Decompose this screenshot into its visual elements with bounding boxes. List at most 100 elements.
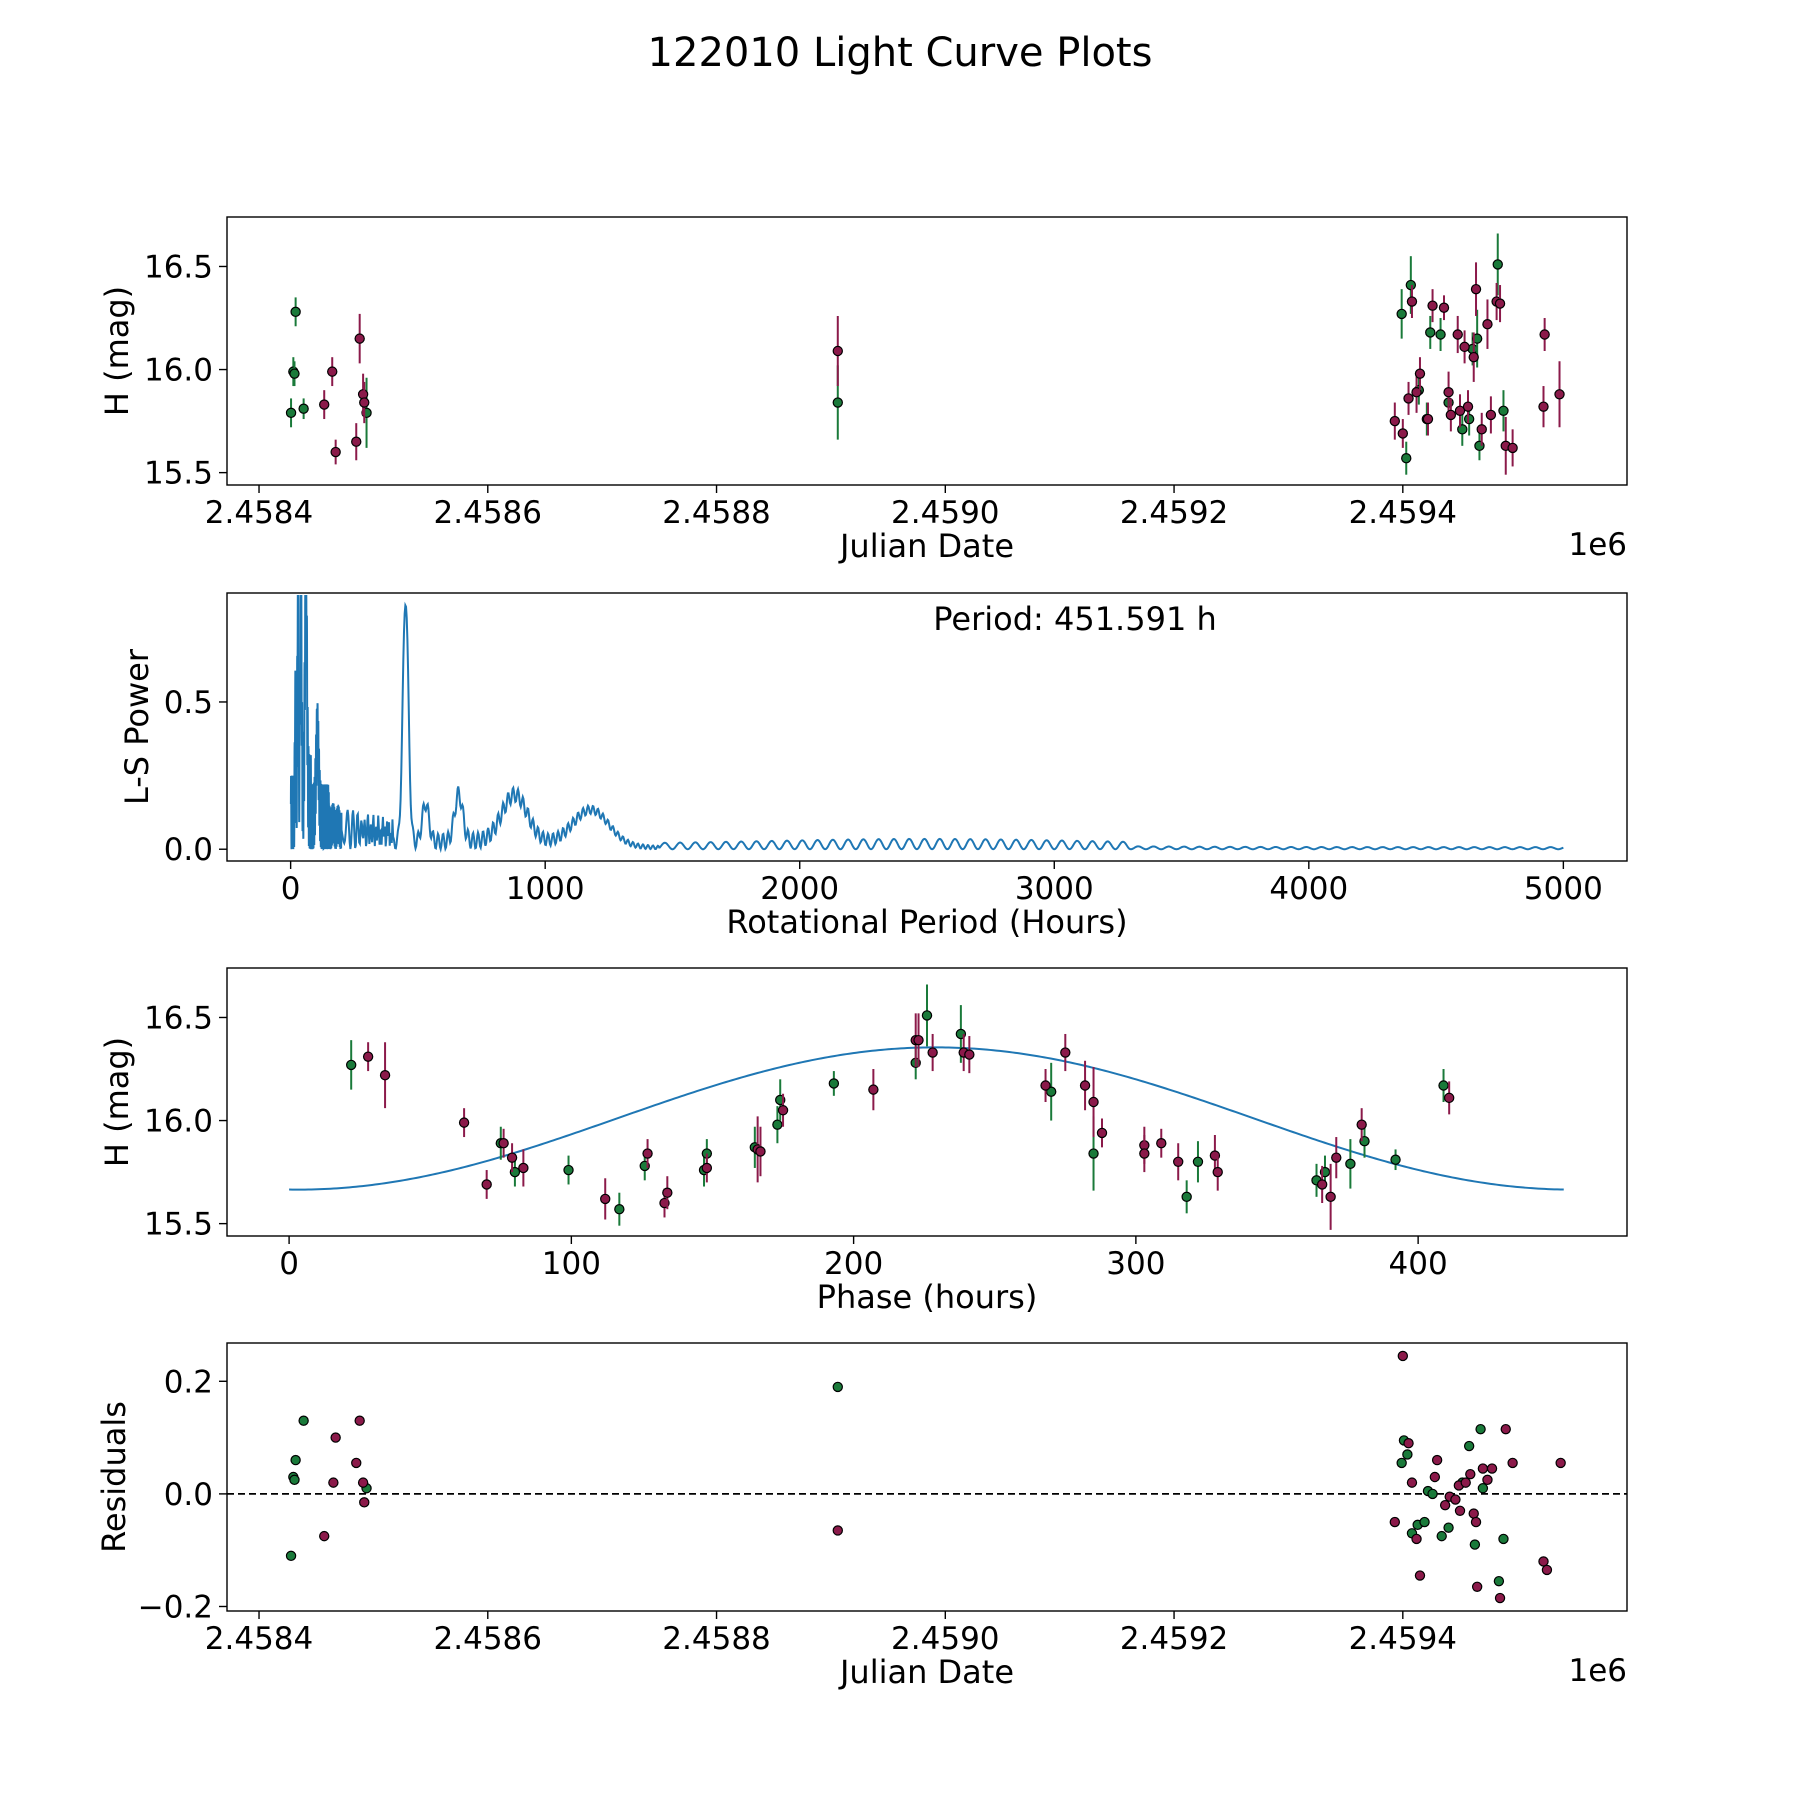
phased-point-maroon <box>1096 1127 1108 1139</box>
phased-ytick-label: 15.5 <box>144 1207 213 1243</box>
residuals-point-maroon <box>319 1530 330 1542</box>
phased-point-green <box>1181 1191 1192 1203</box>
lightcurve-point-green <box>1463 413 1475 425</box>
residuals-marks <box>227 1350 1627 1604</box>
residuals-point-maroon <box>351 1457 362 1469</box>
lightcurve-xtick-label: 2.4588 <box>662 495 770 531</box>
residuals-point-maroon <box>1450 1494 1461 1505</box>
residuals-offset-label: 1e6 <box>1568 1653 1627 1689</box>
lightcurve-point-green <box>1425 327 1436 338</box>
residuals-point-maroon <box>1403 1438 1414 1449</box>
residuals-point-maroon <box>1500 1423 1511 1435</box>
phased-point-maroon <box>481 1179 492 1190</box>
periodogram-xtick-label: 1000 <box>506 871 585 907</box>
phased-point-maroon <box>1331 1152 1342 1163</box>
phased-point-maroon <box>362 1051 374 1062</box>
periodogram-axes: 0 1000 2000 3000 4000 5000 0.0 0.5 Period: 451.… <box>118 592 1628 941</box>
residuals-point-maroon <box>1538 1556 1549 1567</box>
residuals-ticks: 2.4584 2.4586 2.4588 2.4590 2.4592 2.4594 −0.2… <box>138 1364 1457 1657</box>
periodogram-line <box>289 594 1564 854</box>
phased-point-green <box>1345 1158 1356 1170</box>
residuals-point-maroon <box>1414 1570 1426 1581</box>
lightcurve-point-green <box>1492 259 1503 270</box>
phased-point-maroon <box>379 1069 391 1081</box>
periodogram-xlabel: Rotational Period (Hours) <box>726 903 1127 941</box>
periodogram-ylabel: L-S Power <box>118 648 156 805</box>
phased-xtick-label: 300 <box>1106 1246 1165 1282</box>
phased-ytick-label: 16.5 <box>144 1000 213 1036</box>
phased-point-green <box>921 1010 933 1021</box>
residuals-point-maroon <box>1494 1592 1506 1604</box>
residuals-ylabel: Residuals <box>95 1401 133 1553</box>
lightcurve-point-maroon <box>319 399 330 410</box>
figure-title: 122010 Light Curve Plots <box>648 30 1153 76</box>
periodogram-marks <box>289 594 1564 854</box>
phased-frame <box>226 967 1628 1237</box>
residuals-frame <box>226 1342 1628 1612</box>
residuals-point-green <box>1475 1423 1486 1435</box>
lightcurve-ytick-label: 16.5 <box>144 249 213 285</box>
phased-point-maroon <box>458 1117 470 1128</box>
periodogram-xtick-label: 5000 <box>1524 871 1603 907</box>
residuals-point-green <box>1463 1440 1475 1452</box>
lightcurve-point-maroon <box>1507 442 1518 454</box>
residuals-xlabel: Julian Date <box>838 1653 1014 1691</box>
residuals-point-maroon <box>1555 1457 1566 1469</box>
lightcurve-ticks: 2.4584 2.4586 2.4588 2.4590 2.4592 2.4594 15.5… <box>144 249 1457 531</box>
residuals-point-green <box>285 1550 297 1562</box>
residuals-point-maroon <box>832 1525 843 1536</box>
lightcurve-point-green <box>1405 279 1417 291</box>
lightcurve-point-maroon <box>1414 368 1426 379</box>
lightcurve-point-maroon <box>1485 409 1497 421</box>
lightcurve-xtick-label: 2.4590 <box>891 495 999 531</box>
lightcurve-point-maroon <box>1470 283 1482 295</box>
lightcurve-point-maroon <box>1445 409 1457 421</box>
phased-point-maroon <box>600 1193 611 1205</box>
residuals-ytick-label: −0.2 <box>138 1589 213 1625</box>
phased-point-green <box>345 1059 357 1071</box>
lightcurve-point-green <box>1396 308 1407 320</box>
residuals-point-green <box>1443 1522 1454 1533</box>
residuals-axes: 2.4584 2.4586 2.4588 2.4590 2.4592 2.4594 −0.2… <box>95 1342 1628 1691</box>
lightcurve-point-maroon <box>1468 351 1479 363</box>
phased-point-maroon <box>1088 1096 1099 1108</box>
residuals-point-green <box>298 1415 309 1426</box>
phased-point-green <box>1438 1080 1449 1091</box>
residuals-ytick-label: 0.0 <box>164 1477 213 1513</box>
lightcurve-point-maroon <box>832 345 843 357</box>
lightcurve-point-green <box>1498 405 1509 416</box>
phased-point-maroon <box>755 1146 766 1157</box>
phased-marks <box>289 984 1564 1230</box>
residuals-point-green <box>1419 1516 1430 1528</box>
residuals-point-green <box>289 1474 300 1486</box>
lightcurve-point-maroon <box>1406 296 1418 307</box>
lightcurve-point-maroon <box>327 366 338 377</box>
phased-point-maroon <box>1060 1047 1071 1058</box>
lightcurve-ytick-label: 16.0 <box>144 353 213 389</box>
lightcurve-point-green <box>285 407 297 419</box>
lightcurve-point-maroon <box>354 333 365 344</box>
phased-point-maroon <box>518 1162 529 1174</box>
lightcurve-point-green <box>289 368 300 379</box>
lightcurve-point-maroon <box>1389 415 1401 427</box>
lightcurve-point-green <box>290 306 301 318</box>
residuals-point-maroon <box>1439 1499 1451 1511</box>
residuals-xtick-label: 2.4594 <box>1349 1621 1457 1657</box>
periodogram-xtick-label: 3000 <box>1015 871 1094 907</box>
residuals-point-green <box>832 1381 843 1393</box>
phased-ytick-label: 16.0 <box>144 1104 213 1140</box>
residuals-xtick-label: 2.4588 <box>662 1621 770 1657</box>
residuals-xtick-label: 2.4586 <box>434 1621 542 1657</box>
residuals-point-green <box>1436 1530 1447 1542</box>
phased-point-maroon <box>642 1148 653 1159</box>
phased-model-curve <box>289 1046 1564 1191</box>
phased-point-maroon <box>1356 1119 1367 1130</box>
phased-point-green <box>828 1078 840 1089</box>
residuals-point-maroon <box>1460 1477 1471 1488</box>
periodogram-frame <box>226 592 1628 862</box>
phased-point-maroon <box>1079 1080 1091 1091</box>
lightcurve-point-maroon <box>1452 329 1463 340</box>
residuals-point-green <box>1427 1488 1438 1500</box>
lightcurve-point-green <box>1471 333 1483 344</box>
